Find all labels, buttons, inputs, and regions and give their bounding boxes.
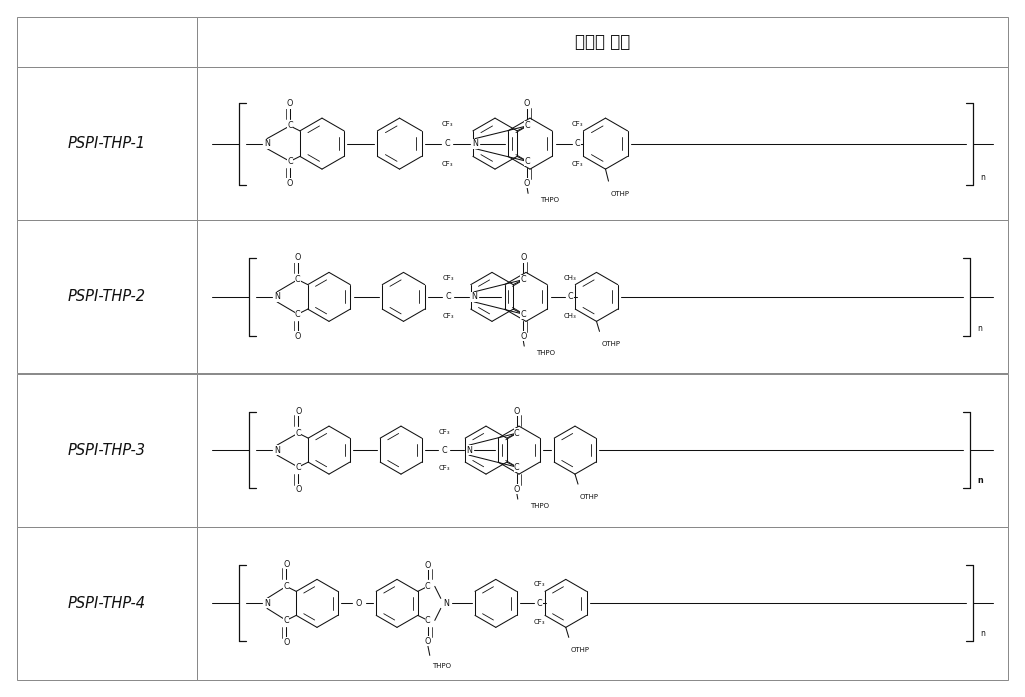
Text: O: O	[294, 253, 301, 262]
Text: 화합물 구조: 화합물 구조	[575, 33, 630, 51]
Text: C: C	[287, 157, 293, 166]
Text: C: C	[283, 616, 289, 625]
Bar	[17, 67, 197, 220]
Text: C: C	[283, 582, 289, 591]
Text: C: C	[295, 463, 301, 472]
Text: PSPI-THP-2: PSPI-THP-2	[68, 289, 146, 305]
Text: N: N	[264, 139, 270, 148]
Text: O: O	[524, 179, 530, 188]
Text: O: O	[524, 100, 530, 108]
Text: C: C	[521, 275, 526, 284]
Text: N: N	[472, 292, 477, 301]
Bar	[17, 220, 197, 374]
Text: OTHP: OTHP	[602, 342, 620, 347]
Text: CF₃: CF₃	[441, 121, 453, 127]
Text: CF₃: CF₃	[572, 121, 583, 127]
Text: PSPI-THP-4: PSPI-THP-4	[68, 596, 146, 611]
Text: O: O	[424, 637, 430, 646]
Text: N: N	[274, 292, 280, 301]
Text: O: O	[283, 560, 289, 569]
Text: CF₃: CF₃	[442, 275, 454, 281]
Text: C: C	[441, 445, 447, 454]
Text: N: N	[473, 139, 478, 148]
Bar	[197, 527, 1008, 680]
Text: C: C	[287, 121, 293, 130]
Text: C: C	[524, 157, 530, 166]
Text: OTHP: OTHP	[580, 494, 599, 500]
Text: C: C	[514, 463, 520, 472]
Bar	[197, 374, 1008, 527]
Text: THPO: THPO	[432, 664, 451, 669]
Text: C: C	[295, 309, 300, 319]
Text: n: n	[980, 173, 985, 182]
Text: CF₃: CF₃	[439, 429, 450, 435]
Text: C: C	[425, 582, 430, 591]
Text: PSPI-THP-3: PSPI-THP-3	[68, 443, 146, 458]
Text: O: O	[424, 561, 430, 570]
Text: O: O	[283, 638, 289, 647]
Text: OTHP: OTHP	[611, 191, 629, 197]
Text: C: C	[425, 616, 430, 625]
Text: O: O	[295, 406, 301, 415]
Text: C: C	[524, 121, 530, 130]
Text: THPO: THPO	[536, 350, 556, 356]
Text: O: O	[295, 484, 301, 493]
Bar	[17, 17, 197, 67]
Text: O: O	[294, 332, 301, 341]
Text: PSPI-THP-1: PSPI-THP-1	[68, 136, 146, 151]
Text: N: N	[274, 445, 280, 454]
Text: C: C	[444, 139, 450, 148]
Text: O: O	[520, 253, 527, 262]
Text: C: C	[521, 309, 526, 319]
Text: CF₃: CF₃	[441, 160, 453, 167]
Text: THPO: THPO	[530, 503, 548, 509]
Text: CF₃: CF₃	[534, 581, 545, 588]
Text: C: C	[295, 275, 300, 284]
Text: O: O	[520, 332, 527, 341]
Text: CF₃: CF₃	[572, 160, 583, 167]
Text: C: C	[445, 292, 451, 301]
Text: O: O	[514, 406, 520, 415]
Text: CF₃: CF₃	[534, 620, 545, 625]
Text: O: O	[287, 100, 293, 108]
Text: C: C	[514, 429, 520, 438]
Text: CF₃: CF₃	[439, 465, 450, 471]
Text: N: N	[264, 599, 270, 608]
Text: O: O	[356, 599, 362, 608]
Text: THPO: THPO	[540, 197, 559, 204]
Text: C: C	[575, 139, 580, 148]
Bar	[197, 220, 1008, 374]
Text: n: n	[977, 476, 983, 485]
Text: C: C	[295, 429, 301, 438]
Text: CH₃: CH₃	[564, 313, 577, 319]
Text: N: N	[443, 599, 449, 608]
Text: O: O	[287, 179, 293, 188]
Text: CH₃: CH₃	[564, 275, 577, 281]
Bar	[197, 67, 1008, 220]
Text: OTHP: OTHP	[571, 648, 589, 653]
Text: C: C	[537, 599, 542, 608]
Bar	[17, 527, 197, 680]
Text: n: n	[980, 629, 985, 638]
Text: n: n	[977, 324, 982, 333]
Text: N: N	[466, 445, 472, 454]
Text: C: C	[568, 292, 573, 301]
Bar	[197, 17, 1008, 67]
Text: O: O	[514, 484, 520, 493]
Bar	[17, 374, 197, 527]
Text: CF₃: CF₃	[442, 313, 454, 319]
